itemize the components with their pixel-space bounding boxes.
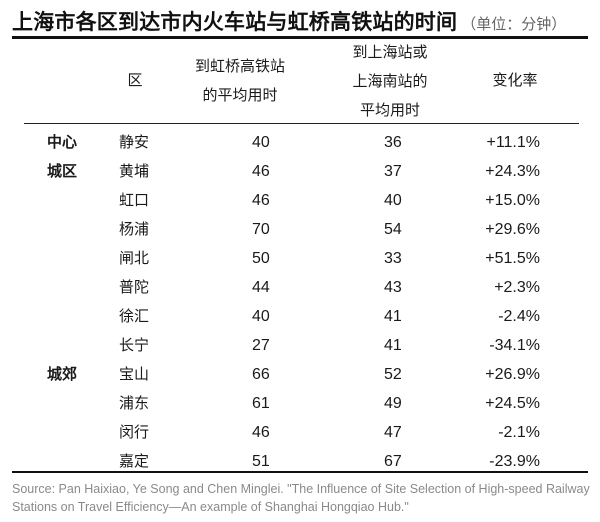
change-rate: -2.4% [498,308,540,325]
hongqiao-time: 51 [252,453,270,470]
table-row: 虹口 46 40 +15.0% [0,186,600,215]
shanghai-time: 67 [384,453,402,470]
change-rate: +15.0% [485,192,540,209]
table-row: 普陀 44 43 +2.3% [0,273,600,302]
group-label-central-line2: 城区 [47,162,78,180]
hongqiao-time: 46 [252,424,270,441]
title-main: 上海市各区到达市内火车站与虹桥高铁站的时间 [12,10,458,34]
shanghai-time: 41 [384,308,402,325]
header-district: 区 [127,71,143,89]
change-rate: +24.3% [485,163,540,180]
header-rule [24,123,579,124]
header-shanghai-line1: 到上海站或 [352,43,428,61]
header-hongqiao: 到虹桥高铁站 的平均用时 [180,52,300,110]
bottom-rule [12,471,588,473]
shanghai-time: 54 [384,221,402,238]
district-name: 静安 [119,133,150,151]
district-name: 闸北 [119,249,150,267]
hongqiao-time: 40 [252,134,270,151]
district-name: 嘉定 [119,452,150,470]
shanghai-time: 47 [384,424,402,441]
shanghai-time: 52 [384,366,402,383]
source-note: Source: Pan Haixiao, Ye Song and Chen Mi… [12,480,592,516]
hongqiao-time: 44 [252,279,270,296]
hongqiao-time: 66 [252,366,270,383]
hongqiao-time: 70 [252,221,270,238]
change-rate: +26.9% [485,366,540,383]
shanghai-time: 36 [384,134,402,151]
table-row: 闸北 50 33 +51.5% [0,244,600,273]
table-row: 宝山 66 52 +26.9% [0,360,600,389]
hongqiao-time: 50 [252,250,270,267]
table-row: 嘉定 51 67 -23.9% [0,447,600,476]
header-hongqiao-line2: 的平均用时 [202,86,278,104]
header-hongqiao-line1: 到虹桥高铁站 [194,57,285,75]
change-rate: +24.5% [485,395,540,412]
district-name: 闵行 [119,423,150,441]
top-rule [12,36,588,39]
table-row: 浦东 61 49 +24.5% [0,389,600,418]
change-rate: +51.5% [485,250,540,267]
hongqiao-time: 46 [252,163,270,180]
district-name: 长宁 [119,336,150,354]
shanghai-time: 40 [384,192,402,209]
header-shanghai-line2: 上海南站的 [352,72,428,90]
change-rate: -2.1% [498,424,540,441]
header-change: 变化率 [492,71,538,89]
district-name: 普陀 [119,278,150,296]
change-rate: +2.3% [494,279,540,296]
table-row: 徐汇 40 41 -2.4% [0,302,600,331]
district-name: 杨浦 [119,220,150,238]
table-row: 静安 40 36 +11.1% [0,128,600,157]
district-name: 宝山 [119,365,150,383]
shanghai-time: 33 [384,250,402,267]
change-rate: -34.1% [489,337,540,354]
shanghai-time: 49 [384,395,402,412]
change-rate: +11.1% [486,134,540,151]
change-rate: +29.6% [485,221,540,238]
hongqiao-time: 27 [252,337,270,354]
table-row: 闵行 46 47 -2.1% [0,418,600,447]
hongqiao-time: 40 [252,308,270,325]
group-label-suburban: 城郊 [47,365,78,383]
table-row: 杨浦 70 54 +29.6% [0,215,600,244]
source-line1: Source: Pan Haixiao, Ye Song and Chen Mi… [12,482,590,496]
shanghai-time: 41 [384,337,402,354]
table-row: 黄埔 46 37 +24.3% [0,157,600,186]
change-rate: -23.9% [489,453,540,470]
hongqiao-time: 61 [252,395,270,412]
table-title: 上海市各区到达市内火车站与虹桥高铁站的时间 （单位：分钟） [12,6,566,36]
table-row: 长宁 27 41 -34.1% [0,331,600,360]
header-shanghai-line3: 平均用时 [359,101,420,119]
district-name: 徐汇 [119,307,150,325]
district-name: 浦东 [119,394,150,412]
group-label-central-line1: 中心 [47,133,78,151]
source-line2: Stations on Travel Efficiency—An example… [12,500,409,514]
shanghai-time: 43 [384,279,402,296]
shanghai-time: 37 [384,163,402,180]
header-shanghai: 到上海站或 上海南站的 平均用时 [330,38,450,125]
title-unit: （单位：分钟） [461,15,567,33]
district-name: 虹口 [119,191,150,209]
hongqiao-time: 46 [252,192,270,209]
district-name: 黄埔 [119,162,150,180]
